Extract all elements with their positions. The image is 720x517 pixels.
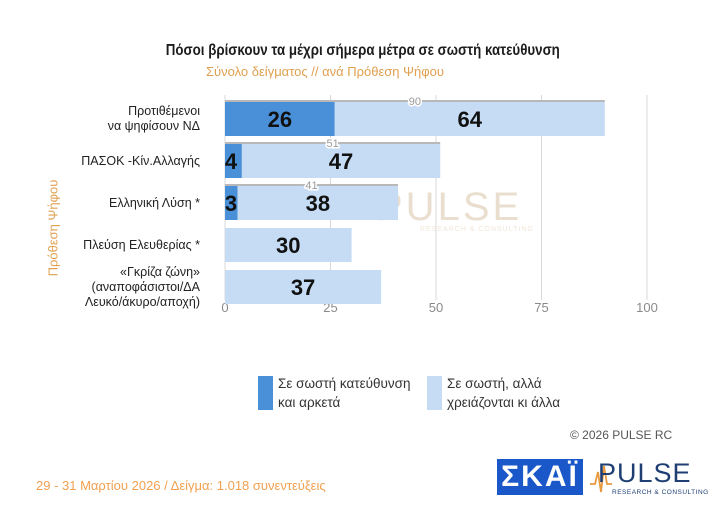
survey-footer: 29 - 31 Μαρτίου 2026 / Δείγμα: 1.018 συν…	[36, 478, 326, 493]
bar-value-label: 4	[225, 149, 238, 174]
category-label-line: Ελληνική Λύση *	[109, 195, 200, 210]
category-label: Ελληνική Λύση *	[20, 196, 200, 211]
x-tick-label: 50	[429, 300, 443, 315]
pulse-wave-icon	[590, 465, 612, 493]
bar-value-label: 64	[458, 107, 483, 132]
pulse-logo-tagline: RESEARCH & CONSULTING	[612, 489, 709, 496]
bar-2-2	[237, 186, 399, 220]
total-label: 41	[305, 180, 317, 192]
legend-label-series2-line1: Σε σωστή, αλλά	[447, 376, 542, 391]
legend-swatch-series2	[427, 376, 442, 410]
legend-label-series2-line2: χρειάζονται κι άλλα	[447, 395, 560, 410]
legend-label-series1-line2: και αρκετά	[278, 395, 341, 410]
bar-1-0	[225, 102, 335, 136]
bar-1-2	[225, 186, 238, 220]
bar-1-1	[225, 144, 242, 178]
category-label-line: (αναποφάσιστοι/ΔΑ	[91, 279, 200, 294]
legend-item-series2: Σε σωστή, αλλά χρειάζονται κι άλλα	[447, 374, 560, 412]
total-label: 90	[409, 96, 421, 108]
category-label-line: ΠΑΣΟΚ -Κίν.Αλλαγής	[81, 153, 200, 168]
category-label: «Γκρίζα ζώνη» (αναποφάσιστοι/ΔΑ Λευκό/άκυρ…	[20, 265, 200, 310]
bar-value-label: 3	[225, 191, 237, 216]
skai-logo: ΣΚΑΪ	[497, 459, 583, 495]
category-label-line: να ψηφίσουν ΝΔ	[107, 119, 200, 133]
legend-item-series1: Σε σωστή κατεύθυνση και αρκετά	[278, 374, 411, 412]
legend-swatch-series1	[258, 376, 273, 410]
category-label: Πλεύση Ελευθερίας *	[20, 238, 200, 253]
bar-2-1	[241, 144, 441, 178]
pulse-logo: PULSE	[598, 458, 692, 488]
chart-title: Πόσοι βρίσκουν τα μέχρι σήμερα μέτρα σε …	[165, 42, 560, 59]
bar-value-label: 38	[306, 191, 330, 216]
legend-label-series1-line1: Σε σωστή κατεύθυνση	[278, 376, 411, 391]
bar-value-label: 30	[276, 233, 300, 258]
category-label-line: Προτιθέμενοι	[128, 104, 200, 118]
pulse-watermark-tagline: RESEARCH & CONSULTING	[420, 226, 534, 233]
bar-2-3	[225, 228, 352, 262]
category-label-line: «Γκρίζα ζώνη»	[120, 264, 200, 279]
chart-subtitle: Σύνολο δείγματος // ανά Πρόθεση Ψήφου	[206, 64, 444, 79]
bar-value-label: 37	[291, 275, 315, 300]
copyright: © 2026 PULSE RC	[570, 428, 673, 442]
bar-2-4	[225, 270, 382, 304]
x-tick-label: 75	[534, 300, 548, 315]
x-tick-label: 0	[221, 300, 228, 315]
pulse-watermark: PULSE	[376, 185, 523, 229]
category-label: Προτιθέμενοι να ψηφίσουν ΝΔ	[20, 104, 200, 134]
category-label-line: Πλεύση Ελευθερίας *	[83, 237, 200, 252]
bar-value-label: 26	[268, 107, 292, 132]
bar-value-label: 47	[329, 149, 353, 174]
total-label: 51	[326, 138, 338, 150]
x-tick-label: 100	[636, 300, 658, 315]
bar-2-0	[334, 102, 605, 136]
category-label-line: Λευκό/άκυρο/αποχή)	[84, 294, 200, 309]
category-label: ΠΑΣΟΚ -Κίν.Αλλαγής	[20, 154, 200, 169]
